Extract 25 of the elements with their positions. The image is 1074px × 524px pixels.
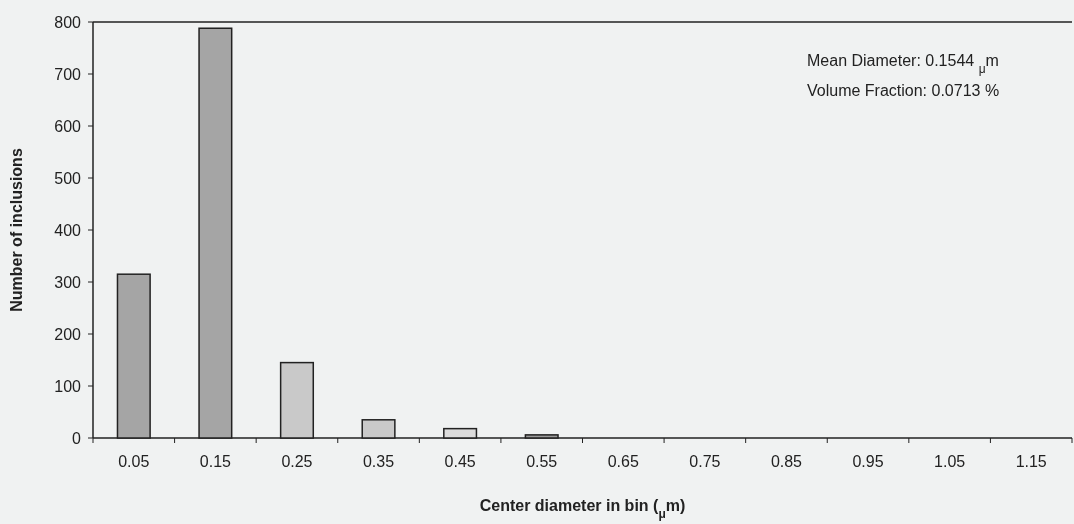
x-tick-label: 0.85 (770, 453, 803, 470)
y-tick-label: 400 (54, 221, 82, 239)
x-tick-label: 0.15 (199, 453, 232, 470)
x-tick-label: 0.05 (118, 453, 150, 470)
y-tick-label: 600 (54, 117, 82, 135)
x-tick-label: 0.25 (281, 453, 313, 470)
y-tick-label: 200 (54, 325, 82, 343)
x-tick-label: 0.55 (526, 453, 558, 470)
x-tick-label: 0.45 (444, 453, 476, 470)
y-tick-label: 800 (54, 13, 82, 31)
annotation: Mean Diameter: 0.1544 $_{μ}$m (807, 52, 999, 76)
annotation: Volume Fraction: 0.0713 % (807, 82, 1000, 99)
y-tick-label: 300 (54, 273, 82, 291)
y-tick-label: 500 (54, 169, 82, 187)
y-tick-label: 100 (54, 377, 82, 395)
y-tick-label: 700 (54, 65, 82, 83)
x-tick-label: 0.35 (362, 453, 395, 470)
y-axis-title: Number of inclusions (8, 148, 25, 312)
x-tick-label: 1.15 (1015, 453, 1047, 470)
y-tick-label: 0 (72, 429, 82, 447)
x-axis-title: Center diameter in bin ($_{μ}$m) (479, 497, 686, 521)
x-tick-label: 0.65 (607, 453, 639, 470)
x-tick-label: 0.95 (852, 453, 884, 470)
x-tick-label: 1.05 (934, 453, 966, 470)
x-tick-label: 0.75 (689, 453, 721, 470)
